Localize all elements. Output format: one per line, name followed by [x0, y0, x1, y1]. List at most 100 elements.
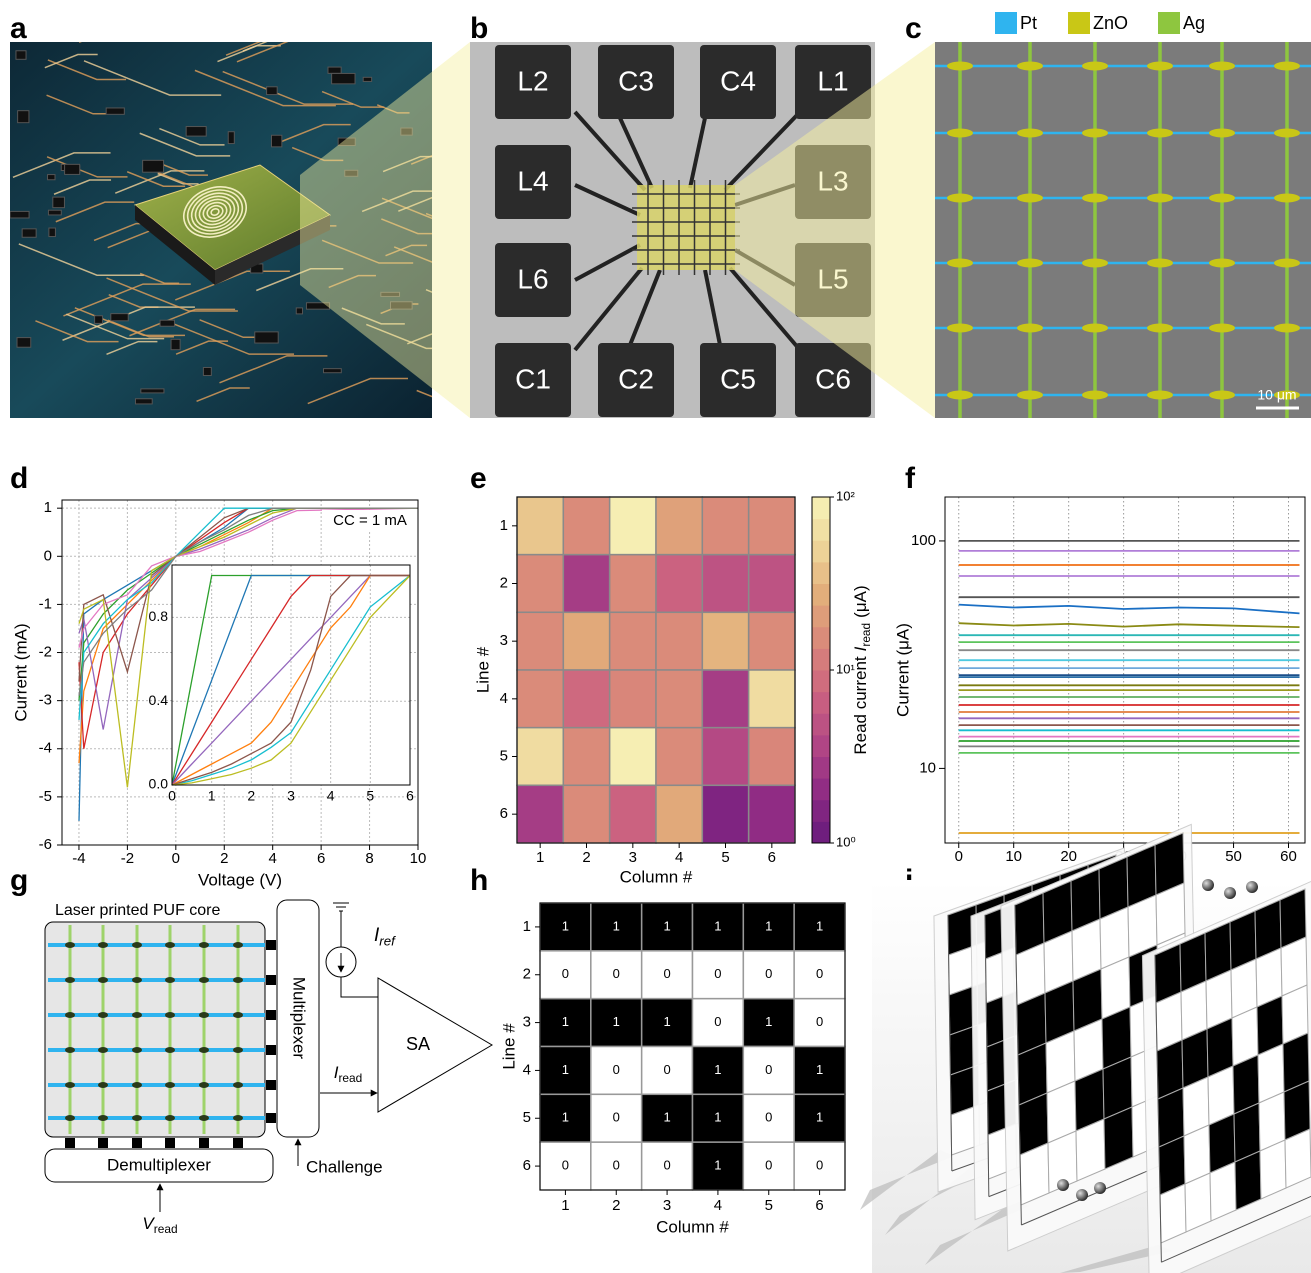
circuit-component	[202, 367, 212, 376]
bit-cell	[640, 902, 694, 952]
contact-pad	[495, 343, 571, 417]
colorbar-band	[812, 626, 830, 649]
x-axis-title: Column #	[656, 1217, 729, 1236]
y-tick-label: -6	[39, 836, 52, 853]
zno-dot	[1209, 323, 1235, 333]
y-tick-label: 5	[500, 747, 508, 764]
y-axis-title: Current (μA)	[893, 623, 912, 717]
heatmap-cell	[747, 611, 796, 671]
inset-curve	[171, 574, 410, 786]
connector-pad	[65, 1138, 75, 1148]
zno-dot	[1209, 258, 1235, 268]
zno-dot	[1147, 128, 1173, 138]
legend-label: Ag	[1183, 13, 1205, 33]
circuit-component	[390, 301, 413, 310]
heatmap-cell	[701, 726, 750, 787]
junction	[132, 1115, 142, 1121]
wire	[340, 977, 378, 998]
bit-label: 1	[714, 1158, 721, 1173]
circuit-trace	[361, 190, 432, 213]
zno-dot	[1082, 128, 1108, 138]
circuit-trace	[175, 270, 290, 301]
y-tick-label: -1	[39, 595, 52, 612]
circuit-trace	[222, 70, 354, 105]
circuit-trace	[196, 387, 250, 403]
circuit-trace	[106, 277, 238, 312]
zno-dot	[947, 258, 973, 268]
bit-cell	[590, 1093, 643, 1143]
panel-a-image	[10, 42, 432, 418]
electrode-trace	[573, 266, 644, 352]
chart-f: 010203040506010100Timet(s)Current (μA)	[893, 496, 1306, 885]
fingerprint-ridge	[202, 201, 228, 223]
colorbar-band	[812, 605, 830, 628]
bit-label: 1	[714, 1110, 721, 1125]
circuit-component	[271, 134, 283, 148]
zno-dot	[947, 390, 973, 400]
bit-cell	[793, 902, 846, 952]
x-tick-label: 5	[765, 1197, 773, 1214]
electrode-trace	[688, 117, 707, 189]
zno-dot	[1017, 323, 1043, 333]
junction	[98, 977, 108, 983]
bit-label: 0	[765, 1158, 772, 1173]
junction	[165, 1012, 175, 1018]
colorbar-band	[812, 648, 830, 671]
connector-pad	[132, 1138, 142, 1148]
sphere	[1246, 881, 1258, 893]
bit-cell	[691, 950, 745, 1000]
bit-label: 0	[663, 1158, 670, 1173]
circuit-component	[337, 137, 356, 147]
bit-label: 1	[765, 918, 772, 933]
connector-pad	[233, 1138, 243, 1148]
heatmap-cell	[747, 726, 796, 787]
plane-axis	[985, 915, 989, 1197]
junction	[65, 1012, 75, 1018]
legend-swatch	[1158, 12, 1180, 34]
zno-dot	[947, 61, 973, 71]
circuit-trace	[341, 307, 405, 325]
junction	[65, 977, 75, 983]
zno-dot	[947, 128, 973, 138]
text-part: I	[334, 1063, 339, 1082]
contact-pad	[495, 145, 571, 219]
legend-swatch	[1068, 12, 1090, 34]
challenge-label: Challenge	[306, 1157, 383, 1176]
junction	[199, 942, 209, 948]
plane-axis	[1161, 1194, 1311, 1262]
circuit-component	[227, 131, 235, 145]
demultiplexer	[44, 1148, 274, 1183]
chip-side	[215, 215, 330, 285]
plane-cell	[1260, 1140, 1286, 1199]
ground-symbol	[333, 902, 349, 947]
circuit-trace	[174, 323, 295, 355]
circuit-trace	[126, 171, 186, 187]
panel-label: c	[905, 12, 922, 45]
connector-pad	[266, 975, 276, 985]
multiplexer	[276, 899, 320, 1138]
circuit-trace	[398, 196, 432, 212]
current-trace	[958, 622, 1300, 628]
pad-label: C1	[515, 363, 551, 394]
bit-label: 0	[613, 1110, 620, 1125]
contact-pad	[598, 343, 674, 417]
bit-cell	[691, 1141, 745, 1191]
circuit-component	[105, 107, 125, 115]
heatmap-cell	[655, 669, 704, 729]
circuit-trace	[219, 355, 328, 384]
panel-label: a	[10, 12, 27, 45]
fingerprint-ridge	[183, 186, 247, 238]
zno-dot	[1017, 390, 1043, 400]
heatmap-cell	[608, 611, 657, 671]
y-tick-label: 4	[523, 1061, 531, 1078]
inset-x-tick-label: 1	[208, 788, 216, 804]
colorbar-band	[812, 540, 830, 563]
x-tick-label: 6	[768, 849, 776, 866]
zno-dot	[1274, 258, 1300, 268]
junction	[165, 1082, 175, 1088]
junction	[98, 942, 108, 948]
circuit-trace	[225, 42, 262, 56]
heatmap-cell	[516, 496, 565, 556]
junction	[233, 942, 243, 948]
